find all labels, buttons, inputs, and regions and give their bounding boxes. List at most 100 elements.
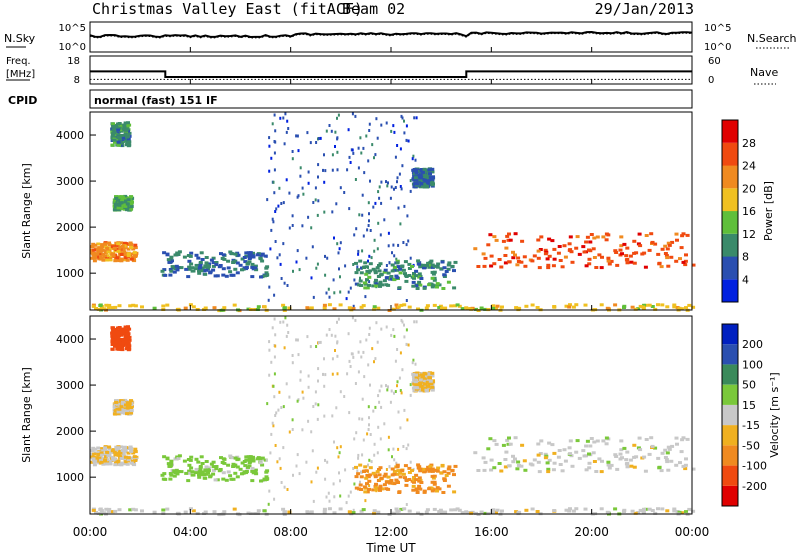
velocity-cell: [126, 325, 130, 329]
power-cell: [613, 249, 618, 253]
power-cell: [410, 265, 414, 268]
velocity-cell: [591, 451, 596, 455]
power-cell: [444, 270, 449, 273]
power-cell: [260, 259, 265, 263]
power-cell: [618, 248, 623, 252]
power-cell: [520, 239, 525, 243]
power-cell: [402, 303, 407, 307]
power-heatmap: [90, 112, 696, 313]
power-cell: [446, 267, 451, 271]
power-cell: [427, 265, 432, 269]
power-cell: [414, 158, 417, 162]
velocity-cell: [450, 468, 455, 472]
velocity-cell: [412, 358, 415, 362]
power-cell: [622, 306, 626, 309]
velocity-cell: [647, 507, 652, 511]
velocity-cell: [200, 470, 205, 474]
power-cell: [338, 267, 340, 271]
velocity-cell: [299, 370, 302, 374]
colorbar-tick-label: 50: [742, 379, 756, 392]
velocity-cell: [281, 507, 286, 511]
velocity-cell: [360, 355, 363, 359]
power-cell: [393, 254, 396, 258]
power-cell: [374, 153, 377, 157]
velocity-cell: [323, 414, 326, 418]
power-cell: [111, 128, 116, 132]
power-cell: [552, 257, 557, 261]
velocity-cell: [404, 479, 409, 482]
power-cell: [562, 244, 567, 248]
power-cell: [452, 269, 456, 273]
velocity-cell: [365, 482, 369, 486]
power-cell: [691, 263, 696, 267]
power-cell: [361, 304, 366, 308]
velocity-cell: [92, 452, 97, 456]
velocity-cell: [647, 452, 652, 456]
power-cell: [372, 205, 375, 209]
velocity-cell: [411, 488, 416, 492]
power-cell: [186, 254, 191, 257]
velocity-cell: [425, 380, 430, 384]
velocity-cell: [375, 321, 378, 325]
power-cell: [253, 264, 258, 268]
velocity-cell: [333, 440, 335, 444]
power-cell: [338, 247, 341, 251]
velocity-cell: [199, 455, 204, 459]
colorbar-swatch: [722, 485, 738, 506]
power-cell: [396, 180, 398, 184]
power-cell: [307, 215, 310, 219]
power-cell: [203, 272, 208, 276]
velocity-cell: [390, 473, 395, 477]
power-cell: [369, 179, 371, 183]
velocity-cell: [317, 341, 320, 344]
power-cell: [436, 262, 441, 266]
power-cell: [91, 253, 96, 257]
velocity-cell: [401, 368, 404, 372]
velocity-cell: [495, 508, 500, 512]
velocity-cell: [96, 446, 101, 450]
power-cell: [190, 266, 195, 270]
power-cell: [418, 283, 423, 287]
power-cell: [219, 252, 223, 256]
velocity-cell: [503, 465, 508, 469]
velocity-cell: [397, 447, 400, 451]
power-cell: [316, 262, 319, 266]
velocity-cell: [410, 469, 414, 472]
power-cell: [442, 273, 447, 277]
power-cell: [132, 251, 137, 255]
velocity-cell: [121, 340, 126, 344]
power-cell: [129, 245, 134, 249]
velocity-cell: [373, 473, 378, 477]
power-cell: [191, 305, 196, 309]
power-cell: [246, 307, 251, 311]
velocity-cell: [273, 355, 276, 359]
power-cell: [299, 174, 302, 178]
power-cell: [325, 129, 328, 133]
power-cell: [291, 150, 294, 153]
power-cell: [426, 261, 431, 265]
power-cell: [323, 210, 326, 214]
power-cell: [335, 202, 338, 206]
velocity-cell: [325, 333, 328, 337]
velocity-cell: [165, 457, 170, 461]
velocity-cell: [323, 384, 326, 388]
power-cell: [474, 307, 478, 311]
velocity-cell: [99, 460, 104, 464]
power-cell: [407, 239, 410, 243]
velocity-cell: [324, 373, 327, 377]
velocity-cell: [388, 465, 391, 469]
power-cell: [91, 304, 96, 308]
power-cell: [312, 295, 315, 299]
velocity-cell: [629, 464, 634, 468]
power-cell: [388, 261, 391, 265]
velocity-cell: [221, 471, 226, 475]
velocity-cell: [390, 333, 393, 337]
power-cell: [217, 309, 222, 313]
power-cell: [214, 261, 219, 264]
power-cell: [479, 306, 484, 310]
velocity-cell: [400, 318, 403, 322]
power-cell: [516, 306, 521, 310]
power-cell: [282, 116, 285, 120]
velocity-cell: [441, 491, 446, 494]
velocity-cell: [393, 458, 396, 462]
